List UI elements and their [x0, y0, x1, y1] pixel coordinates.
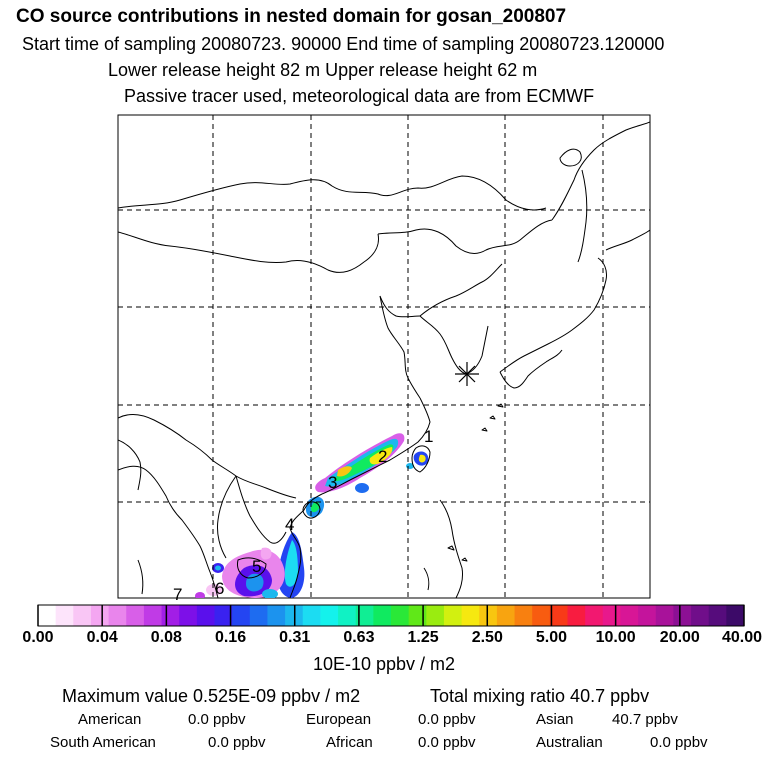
colorbar-swatch	[655, 605, 674, 626]
release-height-info: Lower release height 82 m Upper release …	[108, 60, 538, 80]
asterisk-icon	[455, 362, 479, 386]
colorbar-swatch	[726, 605, 745, 626]
colorbar-swatch	[461, 605, 480, 626]
region-label-7: 7	[173, 585, 182, 604]
asian-value: 40.7 ppbv	[612, 711, 678, 728]
colorbar-tick-label: 0.16	[214, 629, 247, 646]
colorbar-tick-label: 1.25	[407, 629, 439, 646]
american-label: American	[78, 711, 142, 728]
colorbar-swatch	[514, 605, 533, 626]
colorbar-swatch	[708, 605, 727, 626]
tracer-info: Passive tracer used, meteorological data…	[124, 86, 595, 106]
colorbar-swatch	[161, 605, 180, 626]
colorbar-swatch	[426, 605, 445, 626]
american-value: 0.0 ppbv	[188, 711, 246, 728]
colorbar-tick-label: 0.00	[22, 629, 54, 646]
graticule	[118, 115, 650, 598]
colorbar-swatch	[232, 605, 251, 626]
region-label-5: 5	[252, 557, 261, 576]
australian-label: Australian	[536, 734, 603, 751]
colorbar-swatch	[143, 605, 163, 626]
colorbar-swatch	[355, 605, 374, 626]
colorbar-swatch	[179, 605, 198, 626]
region-label-2: 2	[378, 447, 387, 466]
colorbar-swatch	[673, 605, 692, 626]
south-american-value: 0.0 ppbv	[208, 734, 266, 751]
sampling-time-info: Start time of sampling 20080723. 90000 E…	[22, 34, 665, 54]
colorbar-swatch	[567, 605, 586, 626]
colorbar-swatch	[108, 605, 127, 626]
colorbar-swatch	[249, 605, 268, 626]
colorbar-swatch	[602, 605, 621, 626]
page-title: CO source contributions in nested domain…	[16, 6, 567, 27]
colorbar-swatch	[638, 605, 657, 626]
total-mixing-ratio: Total mixing ratio 40.7 ppbv	[430, 686, 650, 706]
colorbar-swatch	[391, 605, 410, 626]
colorbar-tick-label: 0.08	[150, 629, 182, 646]
colorbar-swatch	[373, 605, 392, 626]
colorbar-tick-label: 0.31	[279, 629, 311, 646]
colorbar-unit: 10E-10 ppbv / m2	[312, 654, 456, 674]
colorbar-tick-label: 20.00	[659, 629, 700, 646]
colorbar-swatch	[55, 605, 74, 626]
colorbar-tick-label: 2.50	[471, 629, 503, 646]
colorbar-swatch	[479, 605, 498, 626]
european-value: 0.0 ppbv	[418, 711, 476, 728]
colorbar-tick-label: 0.04	[86, 629, 118, 646]
colorbar-swatch	[549, 605, 568, 626]
maximum-value: Maximum value 0.525E-09 ppbv / m2	[62, 686, 361, 706]
colorbar-swatch	[73, 605, 92, 626]
colorbar-swatch	[302, 605, 321, 626]
australian-value: 0.0 ppbv	[650, 734, 708, 751]
colorbar-tick-label: 40.00	[721, 629, 763, 646]
colorbar-swatch	[320, 605, 339, 626]
colorbar-tick-label: 5.00	[535, 629, 568, 646]
colorbar-swatch	[267, 605, 286, 626]
colorbar-swatch	[408, 605, 427, 626]
african-value: 0.0 ppbv	[418, 734, 476, 751]
colorbar-swatch	[214, 605, 233, 626]
colorbar-swatch	[90, 605, 110, 626]
region-label-6: 6	[215, 579, 224, 598]
colorbar-swatch	[585, 605, 604, 626]
colorbar-swatch	[532, 605, 551, 626]
colorbar-tick-label: 0.63	[343, 629, 375, 646]
colorbar-swatch	[196, 605, 215, 626]
south-american-label: South American	[50, 734, 156, 751]
european-label: European	[306, 711, 372, 728]
colorbar-swatch	[620, 605, 639, 626]
colorbar-swatch	[496, 605, 516, 626]
colorbar-swatch	[38, 605, 57, 626]
region-label-1: 1	[424, 427, 433, 446]
region-label-4: 4	[285, 515, 294, 534]
coastlines-and-borders	[118, 121, 650, 598]
colorbar-swatch	[443, 605, 463, 626]
asian-label: Asian	[536, 711, 574, 728]
colorbar-swatch	[338, 605, 357, 626]
colorbar-swatch	[126, 605, 145, 626]
colorbar-swatch	[691, 605, 710, 626]
region-label-3: 3	[328, 473, 337, 492]
colorbar-tick-label: 10.00	[595, 629, 636, 646]
colorbar	[37, 604, 745, 627]
african-label: African	[326, 734, 373, 751]
